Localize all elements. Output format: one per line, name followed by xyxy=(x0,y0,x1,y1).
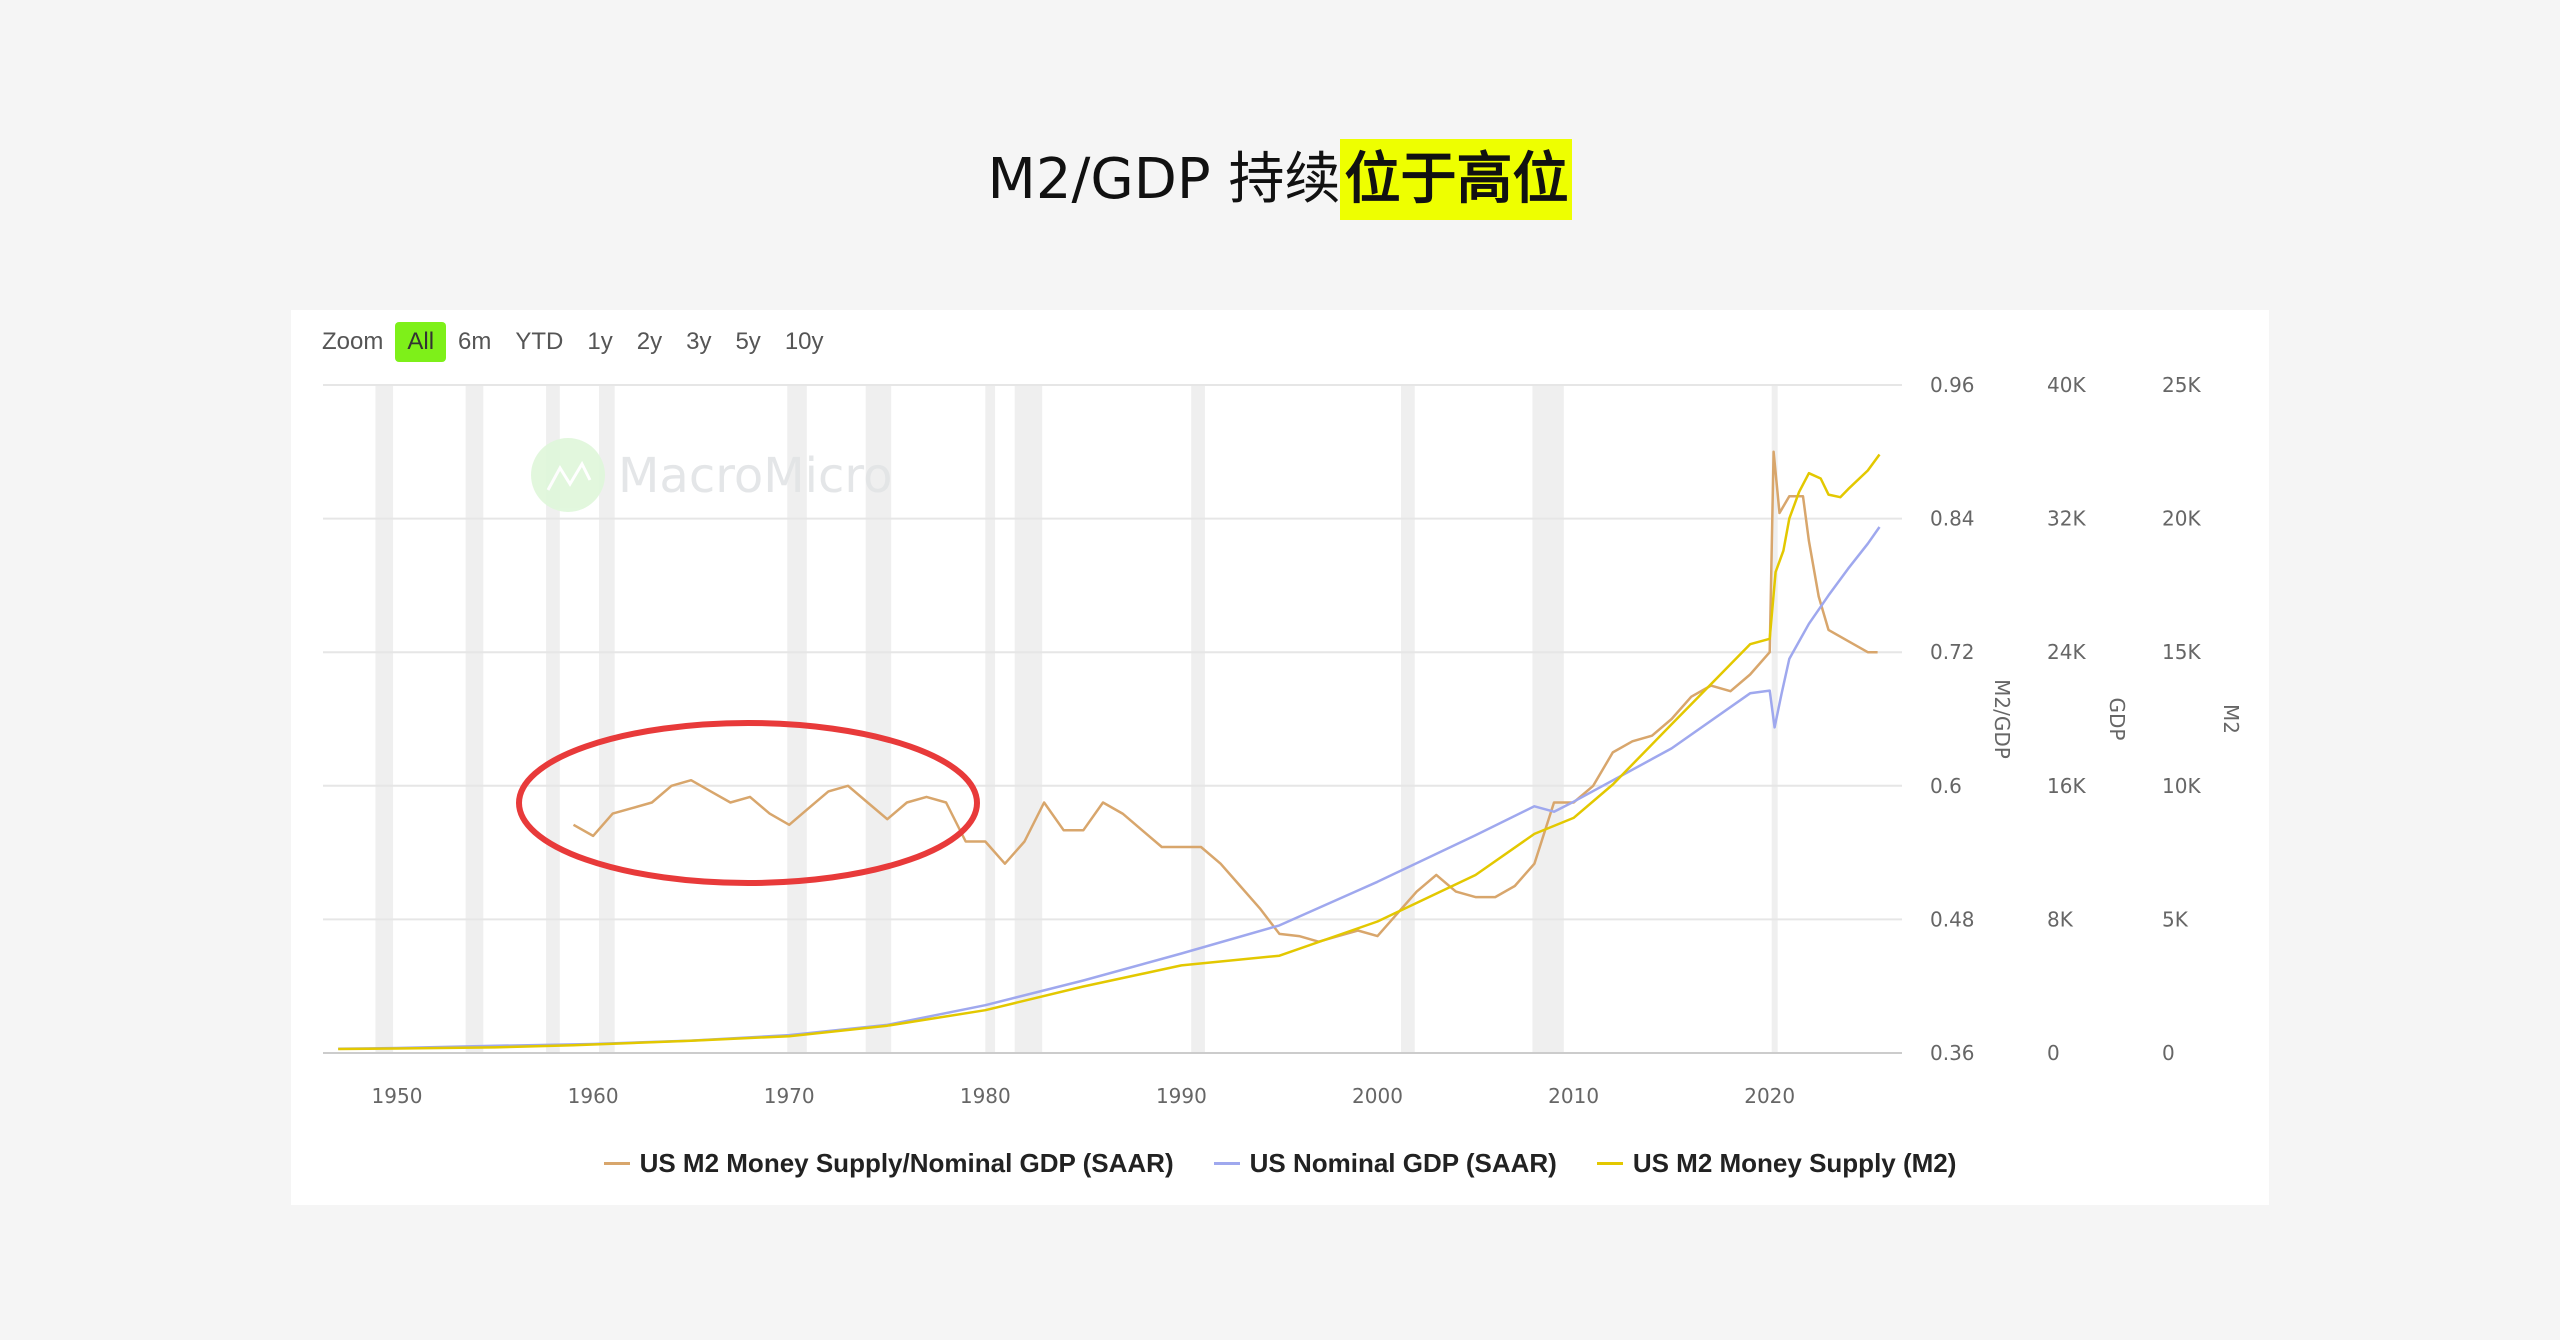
title-plain: M2/GDP 持续 xyxy=(987,147,1341,212)
series-line-m2gdp xyxy=(572,450,1878,943)
zoom-1y-button[interactable]: 1y xyxy=(587,328,613,355)
recession-band xyxy=(1401,385,1415,1053)
y-tick-label-m2gdp: 0.96 xyxy=(1930,373,1975,397)
recession-band xyxy=(985,385,996,1053)
y-tick-label-m2: 10K xyxy=(2162,774,2201,798)
y-tick-label-m2gdp: 0.36 xyxy=(1930,1041,1975,1065)
zoom-label: Zoom xyxy=(322,328,384,355)
watermark-chart-icon xyxy=(546,460,592,491)
series-line-m2 xyxy=(338,453,1881,1051)
zoom-2y-button[interactable]: 2y xyxy=(636,328,663,355)
y-tick-label-m2: 5K xyxy=(2162,907,2189,931)
y-tick-label-m2gdp: 0.48 xyxy=(1930,907,1975,931)
x-tick-label: 1950 xyxy=(372,1084,423,1108)
recession-band xyxy=(546,385,560,1053)
watermark-logo-icon xyxy=(531,438,605,512)
zoom-ytd-button[interactable]: YTD xyxy=(515,328,564,355)
y-tick-label-gdp: 40K xyxy=(2047,373,2086,397)
legend: US M2 Money Supply/Nominal GDP (SAAR) US… xyxy=(0,1148,2560,1179)
y-tick-label-gdp: 8K xyxy=(2047,907,2074,931)
y-tick-label-gdp: 0 xyxy=(2047,1041,2060,1065)
y-tick-label-m2: 25K xyxy=(2162,373,2201,397)
y-tick-label-m2: 20K xyxy=(2162,507,2201,531)
zoom-all-button[interactable]: All xyxy=(395,322,447,362)
legend-label: US M2 Money Supply (M2) xyxy=(1632,1148,1957,1178)
y-tick-label-m2gdp: 0.84 xyxy=(1930,507,1975,531)
x-tick-label: 1970 xyxy=(764,1084,815,1108)
zoom-3y-button[interactable]: 3y xyxy=(686,328,712,355)
y-tick-label-gdp: 24K xyxy=(2047,640,2086,664)
zoom-10y-button[interactable]: 10y xyxy=(784,328,824,355)
page-title: M2/GDP 持续位于高位 xyxy=(0,134,2560,220)
y-tick-label-m2gdp: 0.6 xyxy=(1930,774,1962,798)
y-tick-label-m2: 0 xyxy=(2162,1041,2175,1065)
legend-label: US Nominal GDP (SAAR) xyxy=(1249,1148,1557,1178)
x-tick-label: 2010 xyxy=(1548,1084,1599,1108)
legend-swatch xyxy=(1596,1162,1623,1165)
watermark: MacroMicro xyxy=(531,438,892,512)
recession-band xyxy=(1191,385,1205,1053)
legend-swatch xyxy=(603,1162,630,1165)
zoom-5y-button[interactable]: 5y xyxy=(735,328,761,355)
recession-band xyxy=(375,385,394,1053)
y-tick-label-m2: 15K xyxy=(2162,640,2201,664)
recession-band xyxy=(787,385,807,1053)
legend-item-m2[interactable]: US M2 Money Supply (M2) xyxy=(1596,1148,1957,1179)
zoom-6m-button[interactable]: 6m xyxy=(458,328,492,355)
x-tick-label: 1960 xyxy=(568,1084,619,1108)
legend-item-m2gdp[interactable]: US M2 Money Supply/Nominal GDP (SAAR) xyxy=(603,1148,1174,1179)
legend-item-gdp[interactable]: US Nominal GDP (SAAR) xyxy=(1213,1148,1557,1179)
recession-band xyxy=(465,385,484,1053)
title-highlight: 位于高位 xyxy=(1340,139,1573,220)
y-tick-label-gdp: 16K xyxy=(2047,774,2086,798)
recession-band xyxy=(598,385,615,1053)
legend-label: US M2 Money Supply/Nominal GDP (SAAR) xyxy=(639,1148,1174,1178)
axis-title-m2gdp: M2/GDP xyxy=(1990,679,2014,759)
recession-band xyxy=(1532,385,1564,1053)
recession-band xyxy=(865,385,892,1053)
x-tick-label: 1990 xyxy=(1156,1084,1207,1108)
annotation-ellipse xyxy=(516,720,980,886)
x-tick-label: 2000 xyxy=(1352,1084,1403,1108)
y-tick-label-m2gdp: 0.72 xyxy=(1930,640,1975,664)
x-tick-label: 2020 xyxy=(1744,1084,1795,1108)
zoom-bar: Zoom All 6m YTD 1y 2y 3y 5y 10y xyxy=(322,322,836,362)
axis-title-m2: M2 xyxy=(2219,704,2243,734)
series-line-gdp xyxy=(338,526,1881,1051)
x-tick-label: 1980 xyxy=(960,1084,1011,1108)
y-tick-label-gdp: 32K xyxy=(2047,507,2086,531)
recession-band xyxy=(1014,385,1043,1053)
legend-swatch xyxy=(1213,1162,1240,1165)
axis-title-gdp: GDP xyxy=(2105,698,2129,741)
watermark-text: MacroMicro xyxy=(618,448,892,504)
chart-card xyxy=(291,310,2269,1205)
